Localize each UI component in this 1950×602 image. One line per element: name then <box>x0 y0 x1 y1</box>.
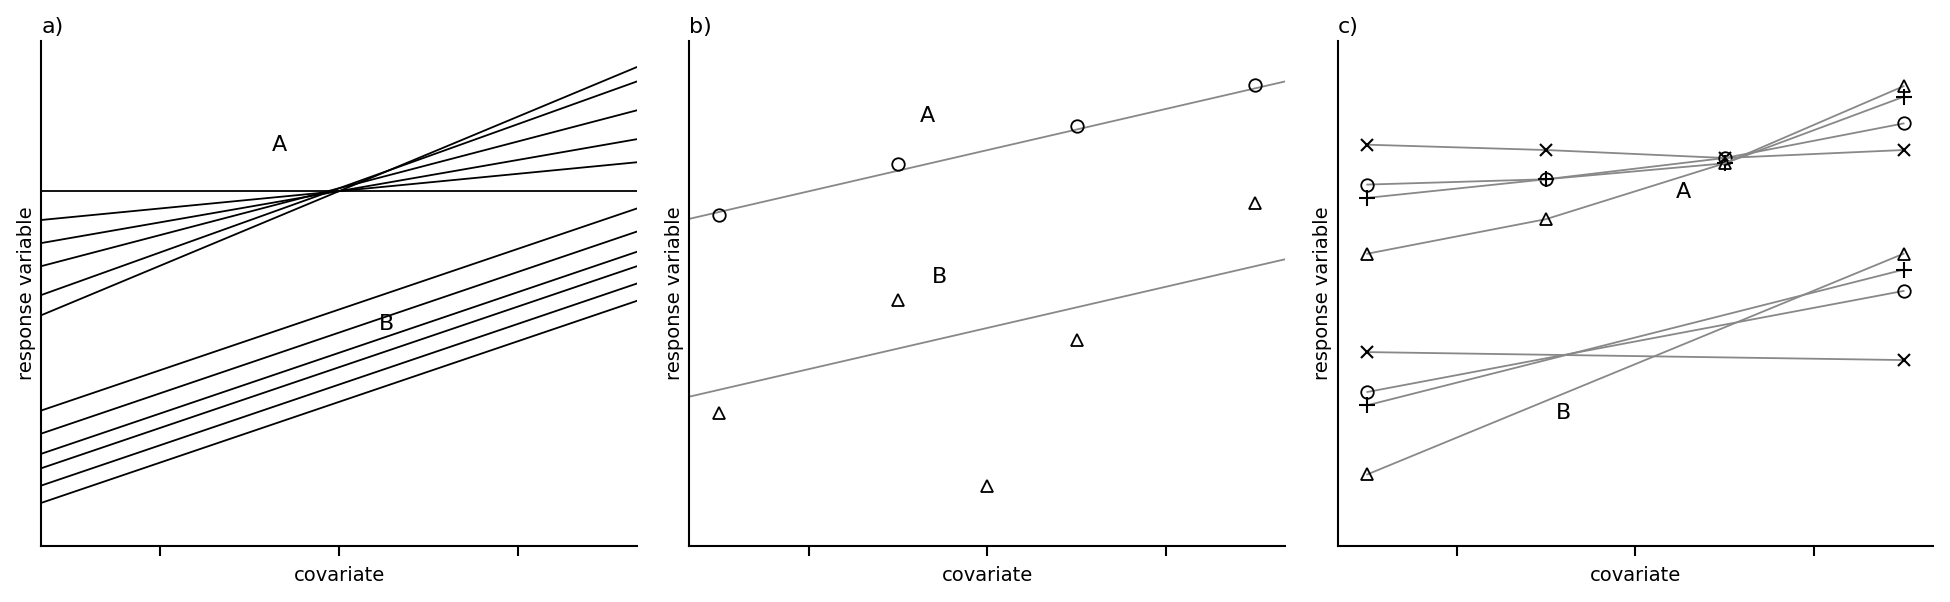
X-axis label: covariate: covariate <box>1589 566 1681 585</box>
Text: a): a) <box>41 17 64 37</box>
Y-axis label: response variable: response variable <box>1312 206 1332 380</box>
X-axis label: covariate: covariate <box>294 566 384 585</box>
Y-axis label: response variable: response variable <box>18 206 35 380</box>
Text: A: A <box>271 135 287 155</box>
Text: B: B <box>932 267 948 288</box>
Text: B: B <box>378 314 394 334</box>
Text: A: A <box>1675 182 1691 202</box>
Y-axis label: response variable: response variable <box>665 206 684 380</box>
Text: c): c) <box>1338 17 1359 37</box>
Text: A: A <box>920 106 936 126</box>
X-axis label: covariate: covariate <box>942 566 1034 585</box>
Text: b): b) <box>690 17 712 37</box>
Text: B: B <box>1556 403 1572 423</box>
